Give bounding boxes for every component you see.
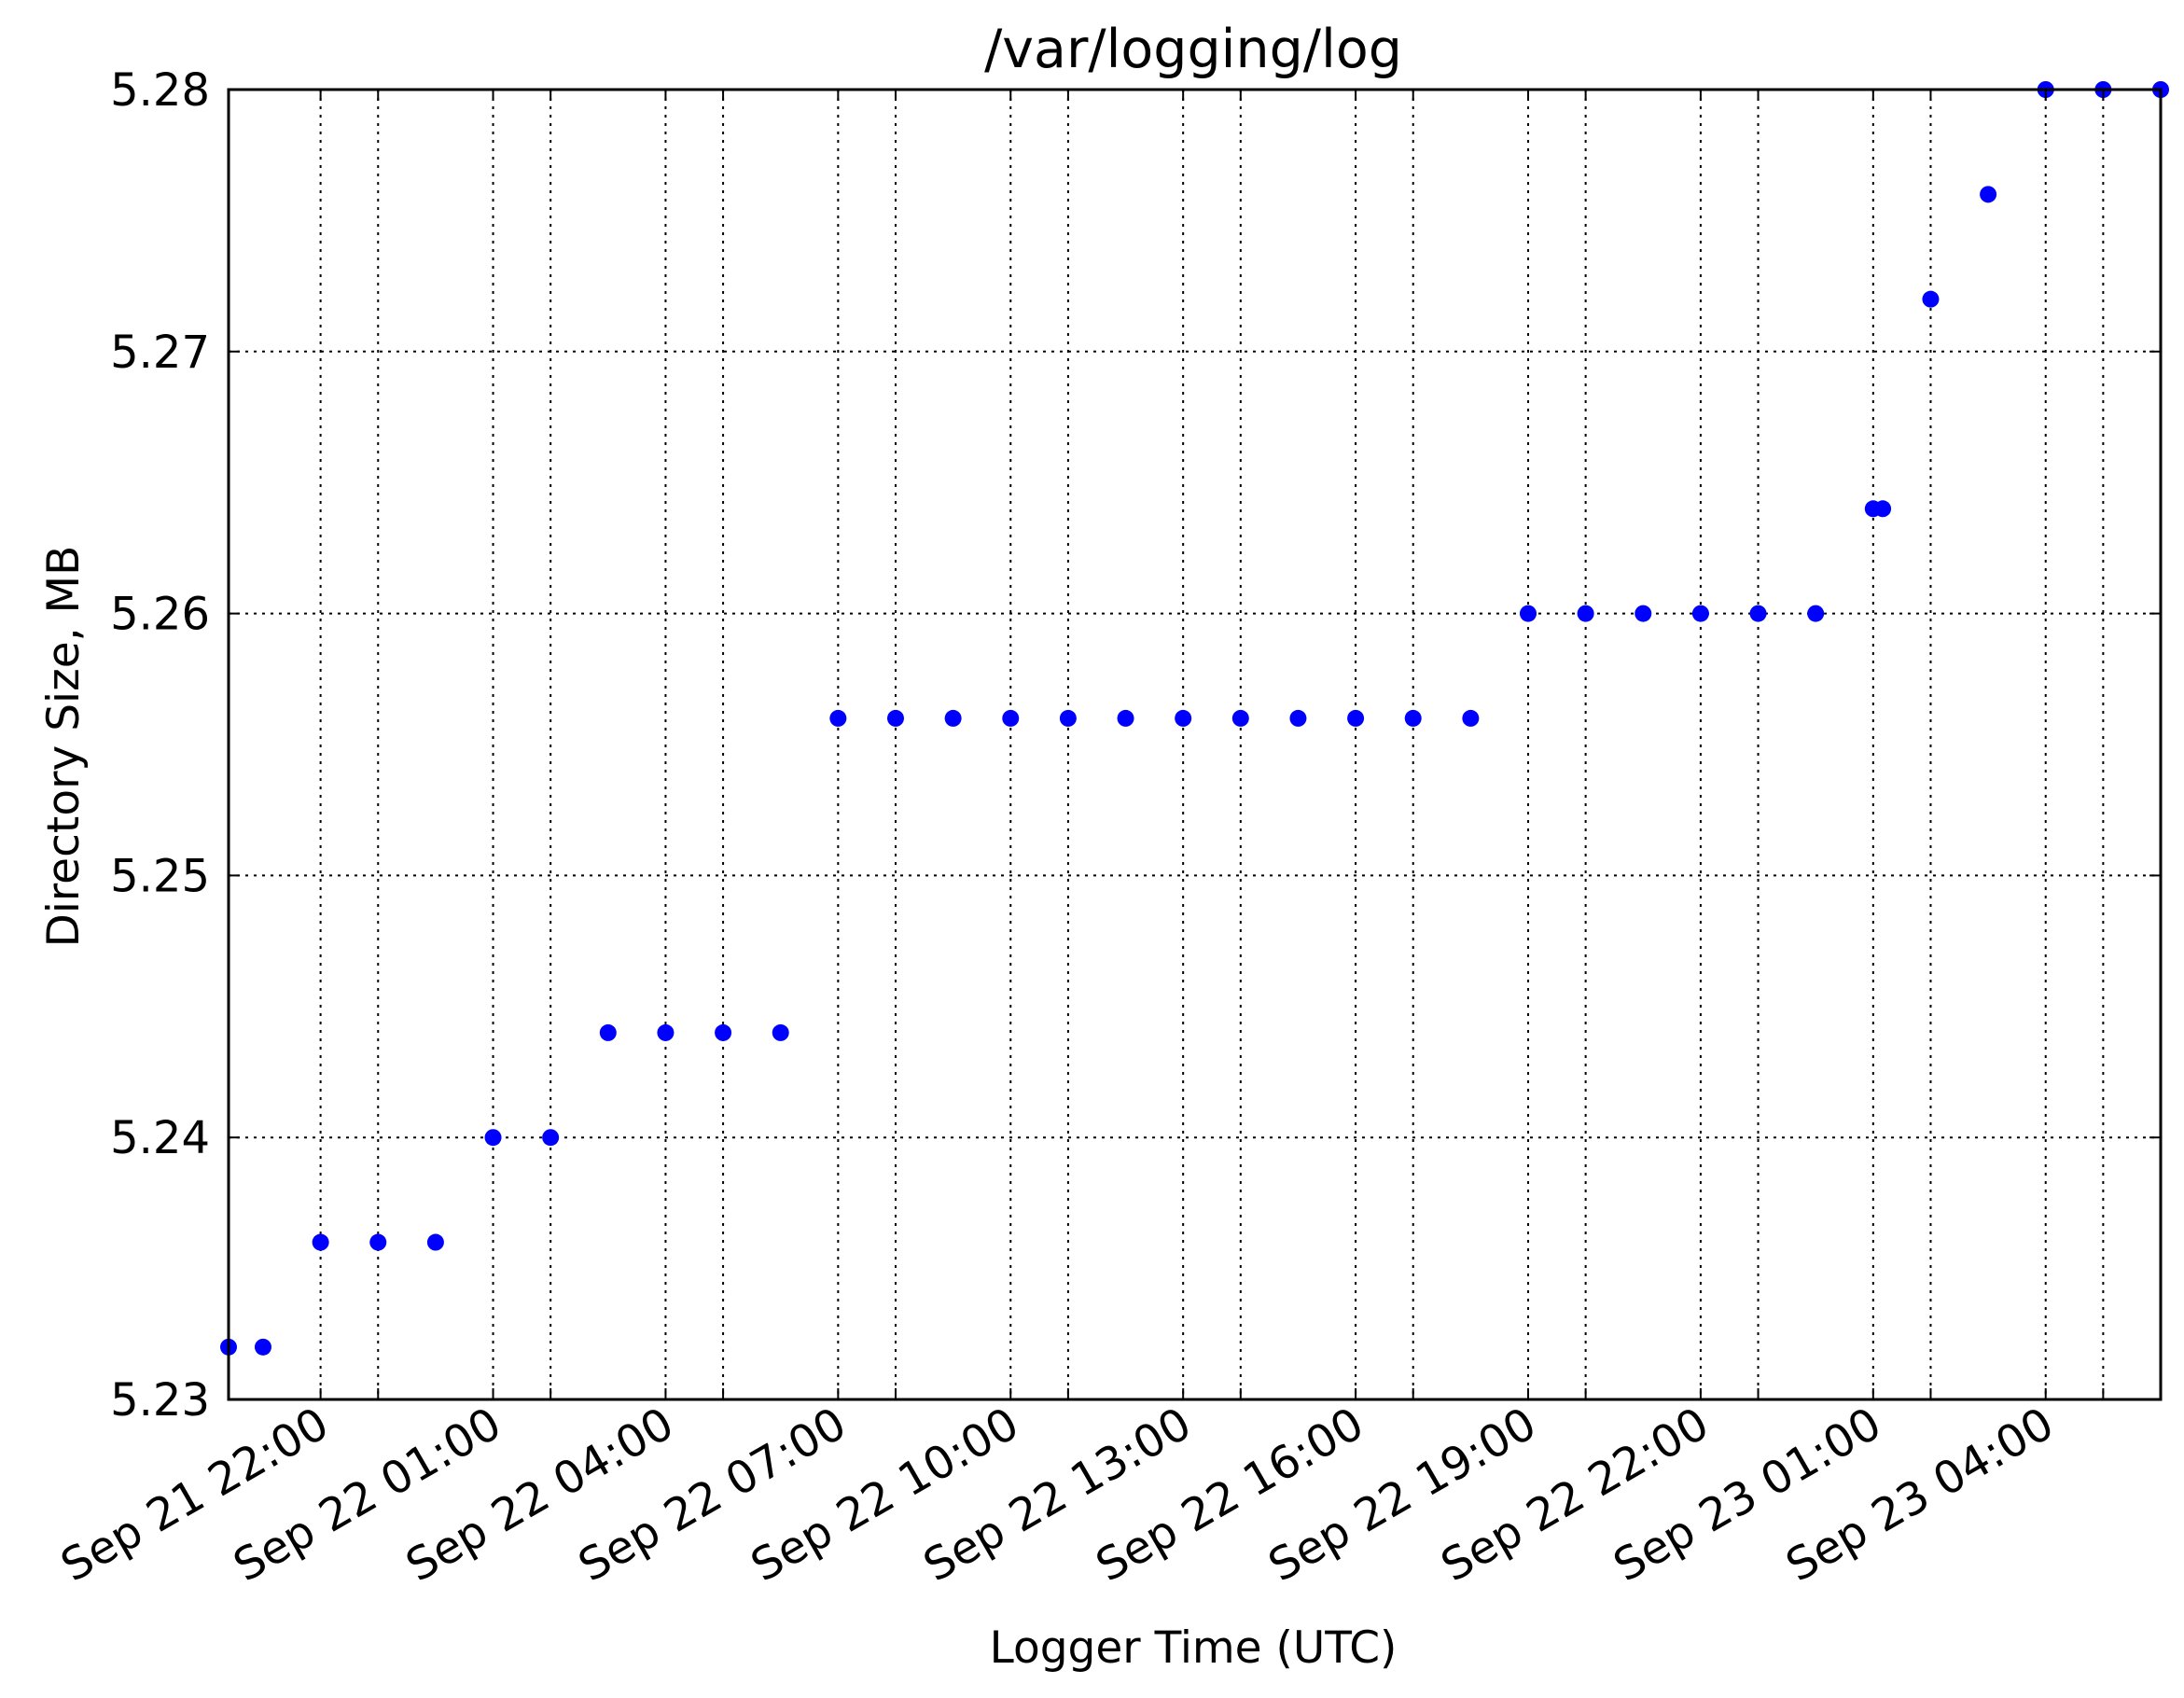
data-point [1980,186,1997,203]
data-point [1749,605,1767,622]
data-point [1635,605,1652,622]
data-point [1117,709,1134,727]
data-point [944,709,962,727]
plot-frame [227,88,2163,1401]
y-tick-label: 5.24 [110,1112,210,1164]
data-point [254,1338,271,1356]
data-point [484,1129,502,1147]
data-point [1807,605,1825,622]
data-point [1175,709,1192,727]
data-point [542,1129,560,1147]
data-point [1577,605,1594,622]
data-points [220,81,2169,1356]
grid-layer [229,89,2161,1400]
data-point [829,709,847,727]
data-point [1519,605,1537,622]
data-point [1231,709,1249,727]
data-point [886,709,904,727]
data-point [1059,709,1077,727]
tick-marks [229,89,2161,1400]
y-tick-label: 5.27 [110,327,210,379]
data-point [426,1233,444,1251]
data-point [715,1023,732,1041]
data-point [1874,500,1892,518]
data-point [1289,709,1307,727]
x-axis-label: Logger Time (UTC) [990,1622,1398,1674]
y-tick-label: 5.26 [110,589,210,641]
y-tick-label: 5.28 [110,64,210,117]
data-point [599,1023,617,1041]
data-point [369,1233,387,1251]
y-tick-label: 5.23 [110,1374,210,1427]
y-axis-label: Directory Size, MB [38,546,90,948]
data-point [1347,709,1365,727]
data-point [1002,709,1020,727]
chart-title: /var/logging/log [984,19,1402,80]
data-point [1922,290,1940,308]
data-point [1404,709,1422,727]
y-tick-labels: 5.23 5.24 5.25 5.26 5.27 5.28 [110,64,210,1427]
data-point [1462,709,1480,727]
data-point [772,1023,789,1041]
data-point [657,1023,675,1041]
data-point [1691,605,1709,622]
data-point [312,1233,329,1251]
y-tick-label: 5.25 [110,850,210,902]
